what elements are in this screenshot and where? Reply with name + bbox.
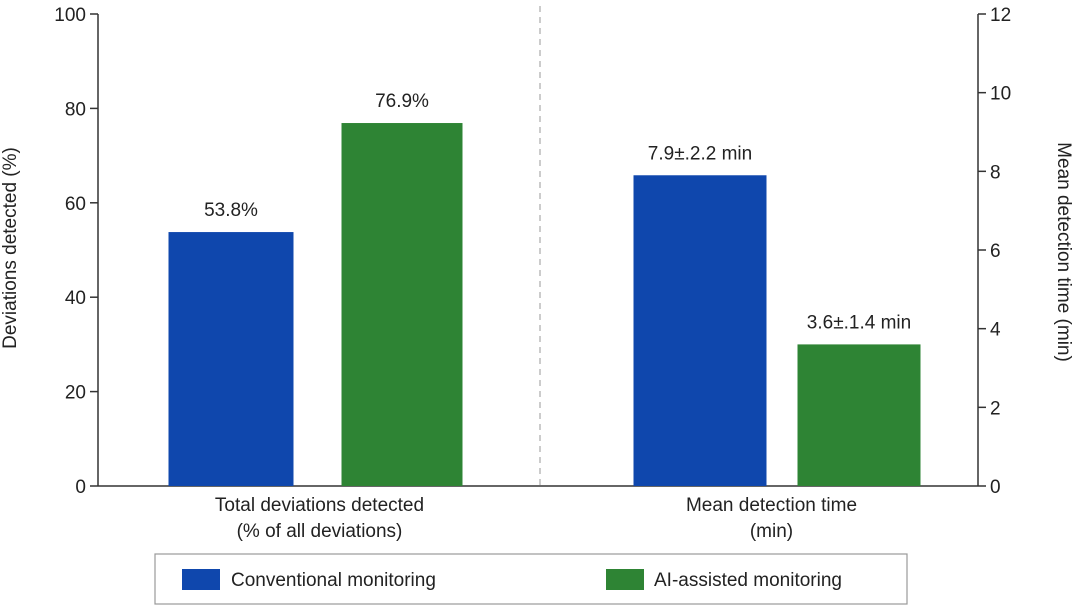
left-tick-label: 100 [54, 5, 86, 26]
legend-label-conventional: Conventional monitoring [231, 570, 436, 591]
left-tick-label: 60 [65, 194, 86, 215]
right-tick-label: 12 [990, 5, 1011, 26]
category-label: Mean detection time [686, 495, 857, 516]
data-label: 53.8% [204, 200, 258, 221]
right-tick-label: 4 [990, 320, 1001, 341]
bar-deviations-ai-assisted [341, 123, 463, 487]
right-tick-label: 2 [990, 398, 1001, 419]
right-axis-title: Mean detection time (min) [1053, 142, 1074, 362]
category-label: Total deviations detected [215, 495, 424, 516]
category-label: (% of all deviations) [237, 521, 403, 542]
category-label: (min) [750, 521, 793, 542]
data-label: 3.6±.1.4 min [807, 312, 911, 333]
legend-box [154, 553, 908, 605]
legend-swatch-ai-assisted [606, 569, 644, 590]
bar-detection-time-conventional [633, 175, 767, 486]
left-tick-label: 20 [65, 383, 86, 404]
legend-swatch-conventional [182, 569, 220, 590]
right-tick-label: 8 [990, 162, 1001, 183]
data-label: 7.9±.2.2 min [648, 143, 752, 164]
data-label: 76.9% [375, 91, 429, 112]
legend-label-ai-assisted: AI-assisted monitoring [654, 570, 842, 591]
right-tick-label: 6 [990, 241, 1001, 262]
right-tick-label: 10 [990, 84, 1011, 105]
left-tick-label: 80 [65, 99, 86, 120]
bar-deviations-conventional [168, 232, 294, 486]
right-tick-label: 0 [990, 477, 1001, 498]
bar-detection-time-ai-assisted [797, 344, 921, 486]
left-tick-label: 0 [75, 477, 86, 498]
left-axis-title: Deviations detected (%) [0, 147, 21, 349]
left-tick-label: 40 [65, 288, 86, 309]
